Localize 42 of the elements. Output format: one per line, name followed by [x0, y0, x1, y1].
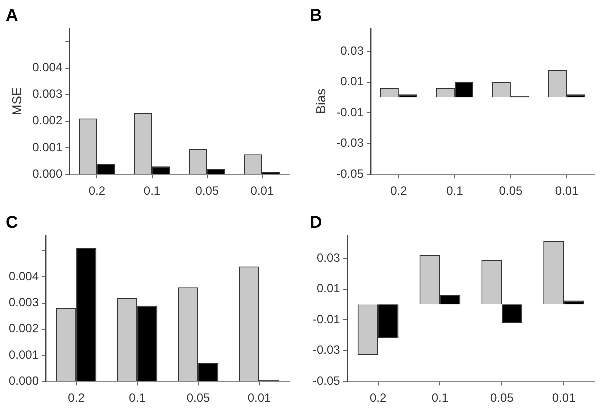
- chart-title: C: [6, 212, 18, 232]
- y-tick-label: -0.03: [336, 136, 364, 150]
- y-tick-label: 0.001: [9, 348, 40, 362]
- x-tick-label: 0.2: [88, 184, 106, 198]
- y-tick-label: -0.01: [336, 105, 364, 120]
- x-tick-label: 0.05: [490, 391, 514, 406]
- x-tick-label: 0.05: [186, 391, 211, 406]
- y-tick-label: 0.03: [316, 250, 341, 265]
- y-tick-label: 0.01: [340, 74, 364, 89]
- y-tick-label: 0.01: [316, 282, 341, 296]
- chart-title: B: [310, 6, 322, 25]
- y-tick-label: 0.001: [32, 140, 63, 154]
- y-tick-label: 0.000: [9, 374, 40, 388]
- x-tick-label: 0.01: [250, 184, 274, 198]
- x-tick-label: 0.2: [390, 184, 408, 198]
- y-tick-label: 0.03: [340, 44, 364, 58]
- x-tick-label: 0.2: [68, 391, 86, 406]
- x-tick-label: 0.05: [499, 184, 523, 198]
- y-tick-label: 0.002: [32, 114, 63, 128]
- chart-title: A: [6, 6, 18, 25]
- y-axis-title: Bias: [313, 88, 328, 114]
- y-tick-label: 0.004: [32, 60, 63, 75]
- chart-title: D: [310, 212, 322, 232]
- y-tick-label: 0.002: [9, 322, 40, 336]
- y-tick-label: -0.01: [312, 312, 341, 326]
- x-tick-label: 0.01: [555, 184, 579, 198]
- y-tick-label: 0.003: [9, 296, 40, 310]
- x-tick-label: 0.01: [248, 391, 272, 406]
- x-tick-label: 0.1: [432, 391, 449, 406]
- x-tick-label: 0.05: [196, 184, 220, 198]
- x-tick-label: 0.1: [129, 391, 146, 406]
- y-tick-label: -0.03: [312, 343, 341, 358]
- x-tick-label: 0.01: [552, 391, 576, 406]
- x-tick-label: 0.2: [370, 391, 387, 406]
- y-axis-title: MSE: [9, 87, 24, 116]
- y-tick-label: 0.000: [32, 166, 63, 181]
- y-tick-label: -0.05: [312, 374, 341, 388]
- y-tick-label: -0.05: [336, 166, 364, 181]
- x-tick-label: 0.1: [144, 184, 161, 198]
- y-tick-label: 0.003: [32, 87, 63, 102]
- y-tick-label: 0.004: [9, 269, 40, 284]
- x-tick-label: 0.1: [446, 184, 464, 198]
